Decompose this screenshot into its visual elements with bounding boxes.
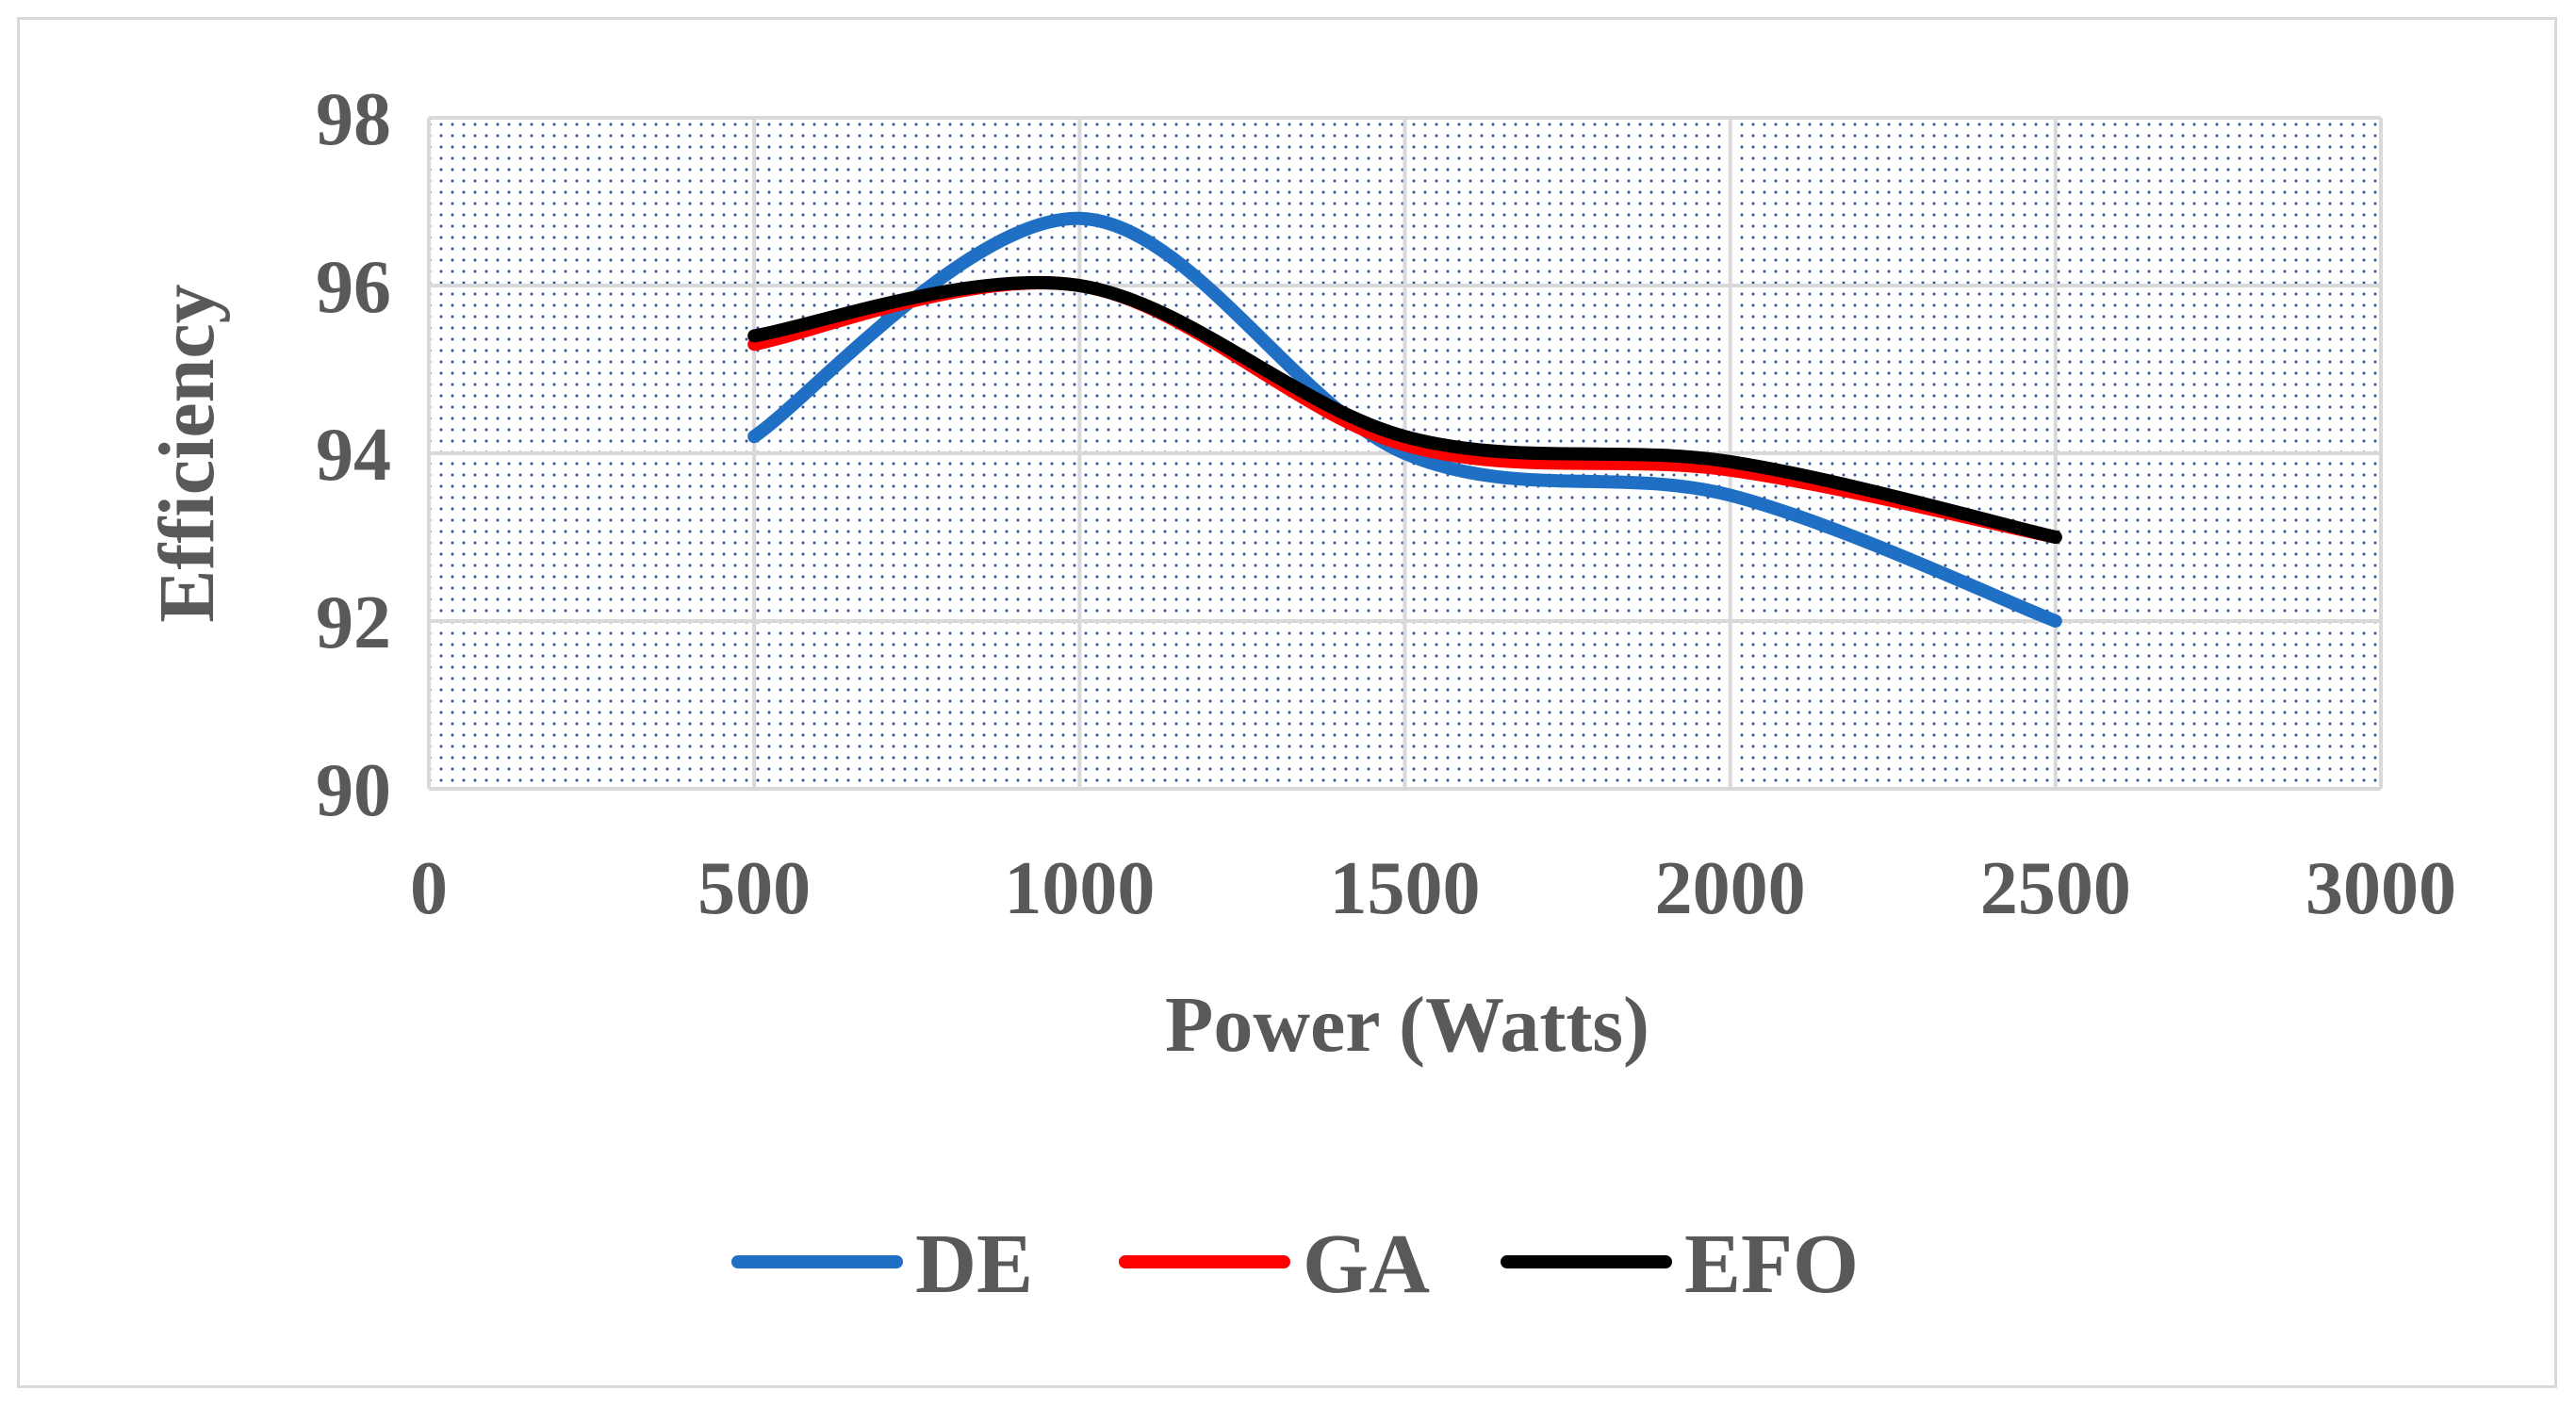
y-tick-label: 90 [316,749,391,832]
x-tick-label: 3000 [2305,847,2456,930]
legend-label-de: DE [915,1218,1033,1311]
legend-label-efo: EFO [1684,1218,1859,1311]
x-tick-label: 1000 [1004,847,1155,930]
y-tick-label: 94 [316,414,391,497]
x-tick-label: 2500 [1980,847,2131,930]
y-tick-label: 96 [316,246,391,329]
x-axis-title: Power (Watts) [1165,981,1649,1069]
series-line-efo [747,275,2062,544]
x-tick-label: 2000 [1655,847,1806,930]
x-tick-label: 1500 [1330,847,1481,930]
chart-frame: 90 92 94 96 98 0 500 1000 1500 2000 2500 3000 Effi… [17,17,2557,1388]
legend-label-ga: GA [1303,1218,1430,1311]
efficiency-line-chart: 90 92 94 96 98 0 500 1000 1500 2000 2500 3000 Effi… [143,78,2456,1311]
legend: DE GA EFO [731,1218,1859,1311]
y-axis-title: Efficiency [143,284,231,622]
y-tick-label: 98 [316,78,391,161]
y-tick-label: 92 [316,581,391,664]
x-tick-label: 0 [410,847,448,930]
x-tick-label: 500 [697,847,811,930]
